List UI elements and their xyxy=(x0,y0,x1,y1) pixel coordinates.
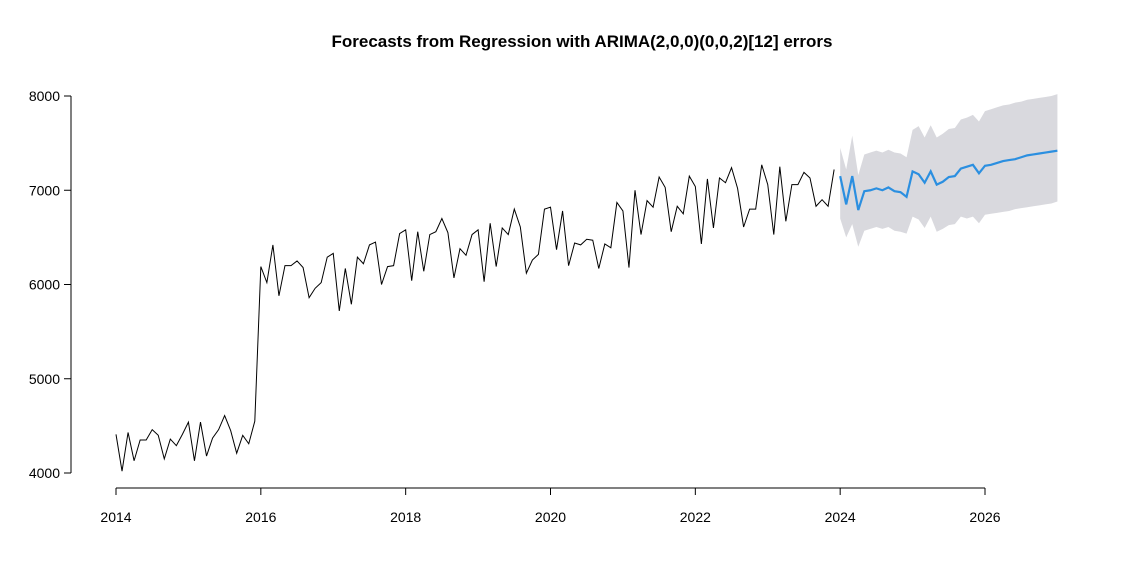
x-tick-label: 2014 xyxy=(100,509,131,525)
chart-title: Forecasts from Regression with ARIMA(2,0… xyxy=(331,32,832,51)
x-tick-label: 2016 xyxy=(245,509,276,525)
forecast-series-line xyxy=(839,149,1058,211)
y-tick-label: 7000 xyxy=(29,182,60,198)
x-tick-label: 2020 xyxy=(535,509,566,525)
x-tick-label: 2024 xyxy=(825,509,856,525)
history-series-line xyxy=(115,164,835,472)
prediction-interval-band xyxy=(840,94,1058,247)
x-tick-label: 2026 xyxy=(969,509,1000,525)
y-tick-label: 4000 xyxy=(29,465,60,481)
x-tick-label: 2022 xyxy=(680,509,711,525)
y-axis: 4000 5000 6000 7000 8000 xyxy=(29,88,72,481)
y-tick-label: 5000 xyxy=(29,371,60,387)
x-tick-label: 2018 xyxy=(390,509,421,525)
y-tick-label: 6000 xyxy=(29,277,60,293)
y-tick-label: 8000 xyxy=(29,88,60,104)
x-axis: 2014 2016 2018 2020 2022 2024 2026 xyxy=(100,487,1001,525)
